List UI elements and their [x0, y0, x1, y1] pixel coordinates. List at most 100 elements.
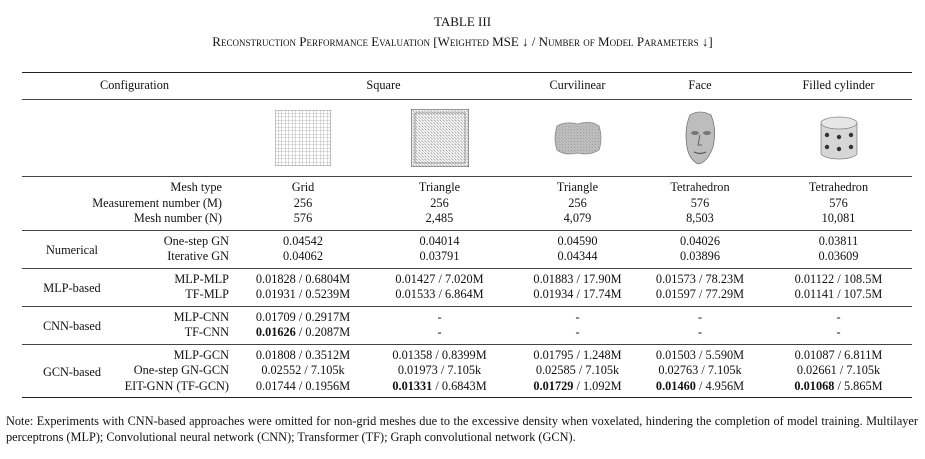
method-label: TF-CNN — [184, 325, 229, 339]
image-cell — [635, 100, 765, 177]
method-label: One-step GN — [163, 233, 229, 248]
image-row — [22, 100, 912, 177]
cell: 0.01068 / 5.865M — [794, 378, 883, 393]
cell: Triangle — [418, 180, 461, 194]
cell: - — [697, 309, 703, 324]
cell: - — [836, 309, 841, 324]
table-caption: Reconstruction Performance Evaluation [W… — [212, 34, 713, 49]
group-label: GCN-based — [42, 364, 102, 379]
cell: - — [697, 325, 703, 339]
cell: 0.01709 / 0.2917M — [255, 309, 351, 324]
cell: 4,079 — [563, 211, 592, 225]
cell: 0.01141 / 107.5M — [794, 287, 883, 301]
image-cell — [520, 100, 635, 177]
header-cell: Face — [688, 78, 712, 93]
header-row: Configuration Square Curvilinear Face Fi… — [22, 72, 912, 100]
data-row: Numerical One-step GN 0.04542 0.04014 0.0459… — [22, 230, 912, 257]
data-row: MLP-based MLP-MLP 0.01828 / 0.6804M 0.01427… — [22, 268, 912, 295]
cell: 0.01828 / 0.6804M — [255, 271, 351, 286]
best-value: 0.01626 — [255, 325, 296, 339]
cell: 0.02552 / 7.105k — [261, 363, 345, 377]
cell: 576 — [690, 195, 710, 210]
cell: 0.02661 / 7.105k — [796, 363, 881, 377]
method-label: MLP-MLP — [174, 271, 229, 286]
best-value: 0.01729 — [533, 378, 574, 393]
cell: 256 — [568, 195, 587, 210]
face-mesh-image — [685, 111, 715, 165]
data-row: GCN-based MLP-GCN 0.01808 / 0.3512M 0.01358… — [22, 344, 912, 379]
cell: 0.01883 / 17.90M — [533, 271, 622, 286]
cylinder-mesh-image — [820, 116, 857, 160]
curvilinear-mesh-image — [554, 122, 601, 155]
cell: - — [437, 325, 442, 339]
image-cell — [247, 100, 359, 177]
cell: 0.01808 / 0.3512M — [255, 347, 351, 362]
cell: 0.04542 — [283, 233, 323, 248]
cell: - — [836, 325, 841, 339]
cell: 0.01973 / 7.105k — [397, 363, 482, 377]
group-label: Numerical — [46, 242, 98, 257]
header-cell: Filled cylinder — [802, 78, 875, 93]
method-label: One-step GN-GCN — [133, 363, 229, 377]
cell: Tetrahedron — [670, 180, 730, 194]
data-row: TF-CNN 0.01626 / 0.2087M - - - - — [22, 325, 912, 344]
empty-cell — [22, 100, 247, 177]
cell: - — [575, 325, 580, 339]
table-body: Configuration Square Curvilinear Face Fi… — [22, 72, 912, 398]
cell: 8,503 — [686, 211, 714, 225]
triangle-mesh-image — [410, 109, 469, 167]
cell: 0.02763 / 7.105k — [658, 363, 742, 377]
cell: 256 — [430, 195, 449, 210]
mesh-row: Mesh type Grid Triangle Triangle Tetrahedron… — [22, 177, 912, 196]
cell: 0.01460 / 4.956M — [655, 378, 745, 393]
cell: 0.04062 — [283, 249, 323, 263]
cell: 0.01122 / 108.5M — [794, 271, 883, 286]
row-label: Measurement number (M) — [92, 195, 222, 210]
cell: - — [437, 309, 442, 324]
cell: Tetrahedron — [808, 180, 869, 194]
data-row: Iterative GN 0.04062 0.03791 0.04344 0.03896… — [22, 249, 912, 268]
row-label: Mesh type — [170, 180, 222, 194]
group-label: MLP-based — [43, 280, 101, 295]
cell: 0.01597 / 77.29M — [655, 287, 745, 301]
method-label: MLP-GCN — [173, 347, 229, 362]
cell: 0.01744 / 0.1956M — [255, 378, 351, 393]
image-cell — [765, 100, 912, 177]
cell: 0.01087 / 6.811M — [794, 347, 883, 362]
cell: 576 — [829, 195, 848, 210]
cell: 0.03896 — [680, 249, 720, 263]
cell: 10,081 — [821, 211, 856, 225]
cell: 0.04590 — [557, 233, 598, 248]
cell: 0.01503 / 5.590M — [655, 347, 745, 362]
method-label: Iterative GN — [167, 249, 229, 263]
cell: 0.01795 / 1.248M — [533, 347, 622, 362]
cell: 0.04344 — [557, 249, 598, 263]
cell: - — [575, 309, 580, 324]
cell: 0.04014 — [419, 233, 460, 248]
cell: 2,485 — [425, 211, 454, 225]
best-value: 0.01460 — [655, 378, 696, 393]
header-cell: Configuration — [100, 78, 169, 93]
cell: 0.01427 / 7.020M — [395, 271, 484, 286]
group-label: CNN-based — [42, 318, 102, 333]
best-value: 0.01068 — [794, 378, 835, 393]
mesh-row: Mesh number (N) 576 2,485 4,079 8,503 10,081 — [22, 211, 912, 230]
data-row: EIT-GNN (TF-GCN) 0.01744 / 0.1956M 0.01331… — [22, 379, 912, 398]
best-value: 0.01331 — [392, 378, 433, 393]
cell: 0.01729 / 1.092M — [533, 378, 622, 393]
cell: 0.01626 / 0.2087M — [255, 325, 351, 339]
results-table: Configuration Square Curvilinear Face Fi… — [22, 72, 912, 398]
image-cell — [359, 100, 520, 177]
cell: 0.03811 — [818, 233, 859, 248]
mesh-row: Measurement number (M) 256 256 256 576 576 — [22, 196, 912, 212]
data-row: TF-MLP 0.01931 / 0.5239M 0.01533 / 6.864M 0… — [22, 287, 912, 306]
cell: 0.01533 / 6.864M — [395, 287, 484, 301]
cell: 576 — [293, 211, 313, 225]
cell: 256 — [293, 195, 313, 210]
cell: 0.01358 / 0.8399M — [392, 347, 487, 362]
cell: Triangle — [556, 180, 599, 194]
cell: 0.01934 / 17.74M — [533, 287, 622, 301]
cell: 0.03791 — [419, 249, 460, 263]
cell: 0.01573 / 78.23M — [655, 271, 745, 286]
